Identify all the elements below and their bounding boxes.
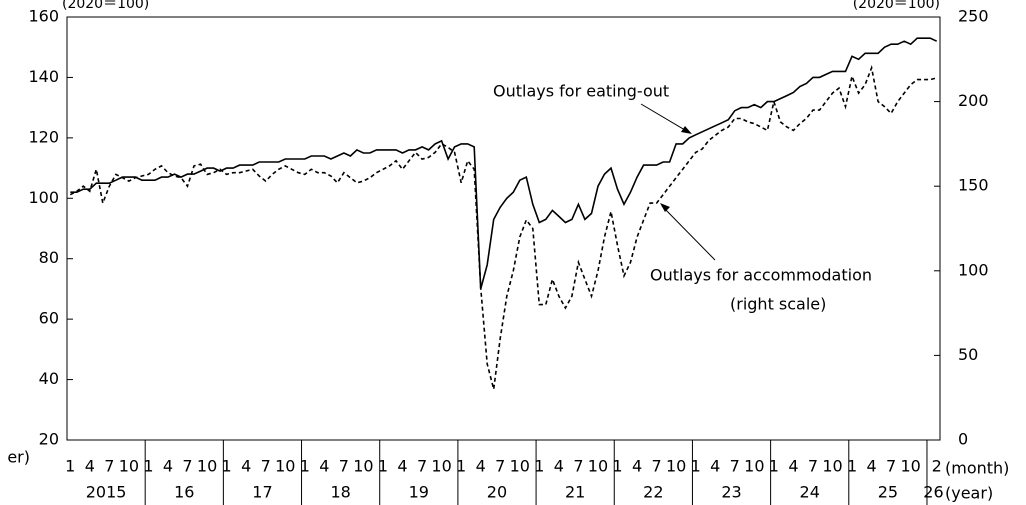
y-tick-label: 120 — [28, 127, 59, 146]
x-tick-label: 1 — [300, 457, 310, 476]
x-tick-label: 1 — [143, 457, 153, 476]
year-label: 17 — [252, 483, 272, 502]
y2-tick-label: 250 — [958, 7, 989, 26]
x-month-label: (month) — [945, 459, 1009, 478]
x-tick-label: 10 — [197, 457, 217, 476]
x-tick-label: 1 — [847, 457, 857, 476]
x-tick-label: 10 — [901, 457, 921, 476]
x-tick-label: 1 — [691, 457, 701, 476]
y-tick-label: 140 — [28, 67, 59, 86]
arrow — [661, 205, 716, 261]
x-tick-label: 4 — [710, 457, 720, 476]
right-unit: (2020＝100) — [853, 0, 940, 12]
annotation: Outlays for accommodation — [650, 266, 872, 285]
x-tick-label: 1 — [534, 457, 544, 476]
x-tick-label: 1 — [769, 457, 779, 476]
y-tick-label: 40 — [39, 369, 59, 388]
y2-tick-label: 50 — [958, 345, 978, 364]
arrow — [640, 103, 691, 134]
y2-tick-label: 100 — [958, 260, 989, 279]
y-tick-label: 20 — [39, 430, 59, 449]
x-tick-label: 10 — [744, 457, 764, 476]
year-label: 21 — [565, 483, 585, 502]
x-tick-label: 4 — [319, 457, 329, 476]
year-label: 25 — [878, 483, 898, 502]
x-tick-label: 7 — [417, 457, 427, 476]
year-label: 22 — [643, 483, 663, 502]
x-tick-label: 7 — [886, 457, 896, 476]
left-cut-label: er) — [7, 448, 30, 467]
x-tick-label: 7 — [730, 457, 740, 476]
x-tick-label: 7 — [104, 457, 114, 476]
x-tick-label: 10 — [588, 457, 608, 476]
x-tick-label: 7 — [573, 457, 583, 476]
arrow-head — [681, 126, 692, 134]
x-tick-label: 10 — [666, 457, 686, 476]
year-label: 2015 — [86, 483, 127, 502]
x-tick-label: 10 — [822, 457, 842, 476]
x-tick-label: 7 — [652, 457, 662, 476]
x-tick-label: 7 — [495, 457, 505, 476]
x-tick-label: 4 — [554, 457, 564, 476]
series-line — [70, 37, 938, 290]
x-tick-label: 4 — [241, 457, 251, 476]
left-unit: (2020＝100) — [62, 0, 149, 12]
y-tick-label: 100 — [28, 188, 59, 207]
series-line — [69, 64, 937, 390]
x-tick-label: 10 — [353, 457, 373, 476]
x-tick-label: 4 — [788, 457, 798, 476]
x-tick-label: 10 — [275, 457, 295, 476]
y-tick-label: 60 — [39, 309, 59, 328]
x-tick-label: 4 — [163, 457, 173, 476]
x-tick-label: 10 — [510, 457, 530, 476]
x-tick-label: 7 — [808, 457, 818, 476]
x-tick-label: 1 — [378, 457, 388, 476]
x-tick-label: 1 — [456, 457, 466, 476]
plot-frame — [66, 16, 941, 441]
x-tick-label: 10 — [431, 457, 451, 476]
x-tick-label: 4 — [85, 457, 95, 476]
y-tick-label: 80 — [39, 248, 59, 267]
y2-tick-label: 200 — [958, 91, 989, 110]
x-tick-label: 4 — [866, 457, 876, 476]
year-label: 16 — [174, 483, 194, 502]
x-year-label: (year) — [945, 484, 993, 503]
x-tick-label: 4 — [632, 457, 642, 476]
x-tick-label: 1 — [222, 457, 232, 476]
x-tick-label: 4 — [397, 457, 407, 476]
x-tick-label: 2 — [932, 457, 942, 476]
x-tick-label: 4 — [476, 457, 486, 476]
x-tick-label: 10 — [119, 457, 139, 476]
x-tick-label: 7 — [261, 457, 271, 476]
year-label: 23 — [721, 483, 741, 502]
x-tick-label: 1 — [65, 457, 75, 476]
year-label: 18 — [330, 483, 350, 502]
annotation: (right scale) — [730, 295, 826, 314]
year-label: 26 — [923, 483, 943, 502]
x-tick-label: 1 — [612, 457, 622, 476]
arrow-head — [660, 203, 670, 212]
year-label: 19 — [409, 483, 429, 502]
y-tick-label: 160 — [28, 7, 59, 26]
annotation: Outlays for eating-out — [493, 82, 669, 101]
year-label: 20 — [487, 483, 507, 502]
x-tick-label: 7 — [339, 457, 349, 476]
x-tick-label: 7 — [182, 457, 192, 476]
y2-tick-label: 150 — [958, 176, 989, 195]
y2-tick-label: 0 — [958, 430, 968, 449]
year-label: 24 — [800, 483, 820, 502]
